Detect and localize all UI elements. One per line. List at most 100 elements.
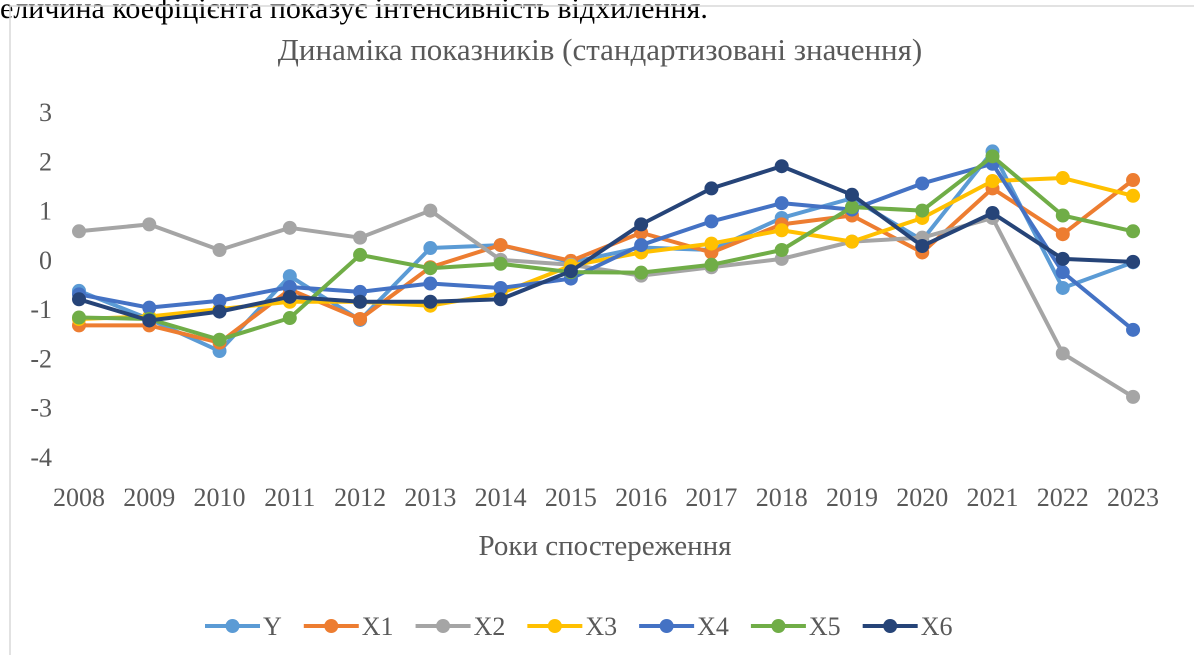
x-tick-label: 2018 bbox=[756, 483, 808, 512]
x-tick-label: 2017 bbox=[685, 483, 737, 512]
data-point bbox=[915, 176, 930, 191]
legend-label: X1 bbox=[362, 612, 394, 641]
y-tick-label: 1 bbox=[39, 197, 52, 226]
series-line bbox=[78, 154, 1134, 342]
y-tick-label: -4 bbox=[30, 443, 52, 472]
series-line bbox=[78, 164, 1134, 323]
data-point bbox=[212, 243, 227, 257]
legend-label: X5 bbox=[809, 612, 841, 641]
x-tick-label: 2020 bbox=[896, 483, 948, 512]
x-tick-label: 2010 bbox=[194, 483, 246, 512]
data-point bbox=[704, 214, 719, 229]
legend-marker bbox=[436, 619, 451, 633]
data-point bbox=[774, 196, 789, 211]
y-tick-label: -3 bbox=[30, 394, 52, 423]
series-line bbox=[78, 149, 1134, 354]
legend-label: X6 bbox=[921, 612, 953, 641]
data-point bbox=[634, 265, 649, 280]
x-tick-label: 2021 bbox=[967, 483, 1019, 512]
data-point bbox=[704, 257, 719, 272]
x-tick-label: 2011 bbox=[264, 483, 315, 512]
data-point bbox=[774, 243, 789, 257]
data-point bbox=[1126, 173, 1141, 188]
data-point bbox=[1126, 322, 1141, 337]
data-point bbox=[353, 230, 368, 245]
data-point bbox=[72, 224, 86, 239]
data-point bbox=[1126, 188, 1141, 203]
x-tick-label: 2008 bbox=[53, 483, 105, 512]
data-point bbox=[493, 292, 508, 307]
data-point bbox=[423, 294, 438, 309]
data-point bbox=[142, 217, 157, 232]
x-axis-title: Роки спостереження bbox=[478, 530, 731, 562]
data-point bbox=[353, 294, 368, 309]
data-point bbox=[985, 149, 1000, 164]
data-point bbox=[844, 234, 859, 249]
series-line bbox=[78, 208, 1135, 399]
x-tick-label: 2016 bbox=[615, 483, 667, 512]
data-point bbox=[282, 269, 297, 284]
legend-marker bbox=[324, 619, 339, 633]
data-point bbox=[493, 238, 508, 253]
data-point bbox=[1055, 346, 1070, 361]
data-point bbox=[282, 311, 297, 326]
data-point bbox=[844, 187, 859, 202]
data-point bbox=[493, 280, 508, 295]
data-point bbox=[282, 289, 297, 304]
x-tick-label: 2012 bbox=[334, 483, 386, 512]
legend-marker bbox=[883, 619, 898, 633]
data-point bbox=[774, 159, 789, 174]
data-point bbox=[142, 300, 157, 315]
legend-label: X4 bbox=[697, 612, 729, 641]
legend-label: X2 bbox=[474, 612, 506, 641]
legend-marker bbox=[771, 619, 786, 633]
data-point bbox=[282, 220, 297, 235]
data-point bbox=[1055, 280, 1070, 295]
data-point bbox=[563, 264, 578, 279]
x-tick-label: 2019 bbox=[826, 483, 878, 512]
x-tick-label: 2015 bbox=[545, 483, 597, 512]
data-point bbox=[915, 203, 930, 218]
data-point bbox=[72, 292, 86, 307]
legend-label: Y bbox=[263, 612, 282, 641]
data-point bbox=[423, 261, 438, 276]
data-point bbox=[634, 217, 649, 232]
legend-marker bbox=[659, 619, 674, 633]
data-point bbox=[353, 284, 368, 299]
data-point bbox=[1126, 224, 1141, 239]
series-line bbox=[78, 161, 1135, 332]
data-point bbox=[985, 174, 1000, 188]
x-tick-label: 2013 bbox=[404, 483, 456, 512]
y-tick-label: 2 bbox=[39, 147, 52, 176]
y-tick-label: -1 bbox=[30, 295, 52, 324]
data-point bbox=[353, 312, 368, 326]
data-point bbox=[1055, 227, 1070, 242]
chart-frame bbox=[9, 5, 1194, 655]
data-point bbox=[493, 256, 508, 271]
data-point bbox=[423, 241, 438, 256]
data-point bbox=[1055, 171, 1070, 186]
chart-title: Динаміка показників (стандартизовані зна… bbox=[278, 32, 922, 67]
data-point bbox=[1126, 389, 1141, 404]
data-point bbox=[704, 181, 719, 196]
legend-label: X3 bbox=[585, 612, 617, 641]
y-tick-label: 0 bbox=[39, 246, 52, 275]
data-point bbox=[704, 236, 719, 251]
x-tick-label: 2014 bbox=[475, 483, 527, 512]
data-point bbox=[212, 304, 227, 319]
data-point bbox=[1126, 254, 1141, 269]
data-point bbox=[212, 293, 227, 308]
data-point bbox=[774, 223, 789, 238]
legend-marker bbox=[547, 619, 562, 633]
data-point bbox=[844, 200, 859, 215]
data-point bbox=[423, 276, 438, 291]
x-tick-label: 2022 bbox=[1037, 483, 1089, 512]
data-point bbox=[423, 203, 438, 218]
y-tick-label: 3 bbox=[39, 98, 52, 127]
page-text: еличина коефіцієнта показує інтенсивніст… bbox=[0, 0, 708, 25]
data-point bbox=[142, 313, 157, 328]
data-point bbox=[985, 206, 1000, 221]
legend-marker bbox=[225, 619, 240, 633]
x-tick-label: 2009 bbox=[123, 483, 175, 512]
